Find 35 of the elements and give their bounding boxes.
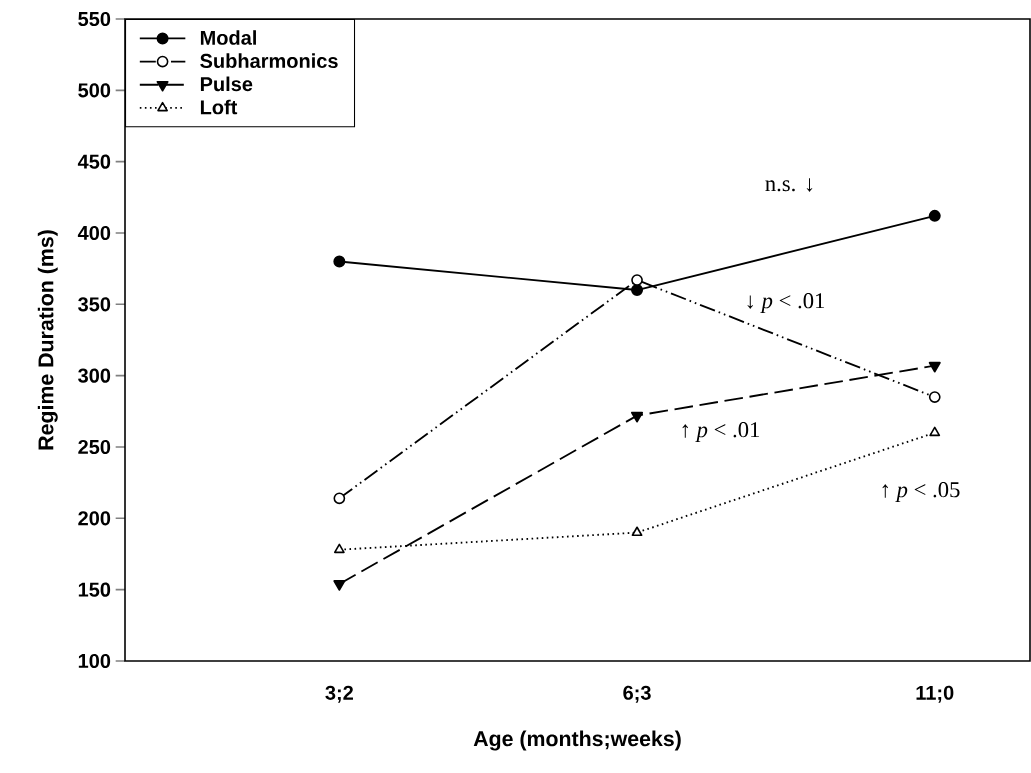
legend-label: Modal	[200, 30, 256, 45]
y-tick-label: 100	[78, 653, 111, 669]
point	[928, 391, 941, 403]
point	[928, 361, 941, 373]
y-tick-label: 250	[78, 439, 111, 455]
y-tick-label: 150	[78, 582, 111, 597]
point	[929, 426, 941, 437]
point	[333, 492, 346, 505]
y-tick-label: 450	[77, 154, 111, 169]
x-tick-label: 3;2	[325, 685, 353, 703]
y-tick-label: 550	[78, 11, 111, 27]
point	[631, 284, 644, 297]
point	[631, 274, 643, 286]
legend-label: Pulse	[200, 76, 253, 92]
point	[333, 543, 345, 554]
y-tick-label: 350	[78, 297, 111, 312]
annotation: ↑ p < .01	[682, 422, 760, 442]
point	[928, 209, 941, 222]
legend-label: Subharmonics	[200, 53, 338, 69]
x-tick-label: 11;0	[916, 685, 954, 703]
y-tick-label: 200	[78, 511, 111, 526]
annotation: n.s. ↓	[765, 178, 813, 192]
annotation: ↑ p < .05	[882, 482, 960, 502]
y-axis-title: Regime Duration (ms)	[37, 230, 58, 450]
y-tick-label: 300	[78, 368, 111, 383]
point	[631, 526, 643, 537]
x-axis-title: Age (months;weeks)	[473, 730, 681, 751]
point	[333, 255, 346, 268]
y-tick-label: 400	[77, 225, 111, 241]
annotation: ↓ p < .01	[747, 293, 825, 313]
y-tick-label: 500	[78, 83, 111, 98]
point	[333, 580, 346, 591]
x-tick-label: 6;3	[623, 685, 651, 703]
point	[631, 411, 644, 423]
legend-label: Loft	[200, 99, 238, 115]
